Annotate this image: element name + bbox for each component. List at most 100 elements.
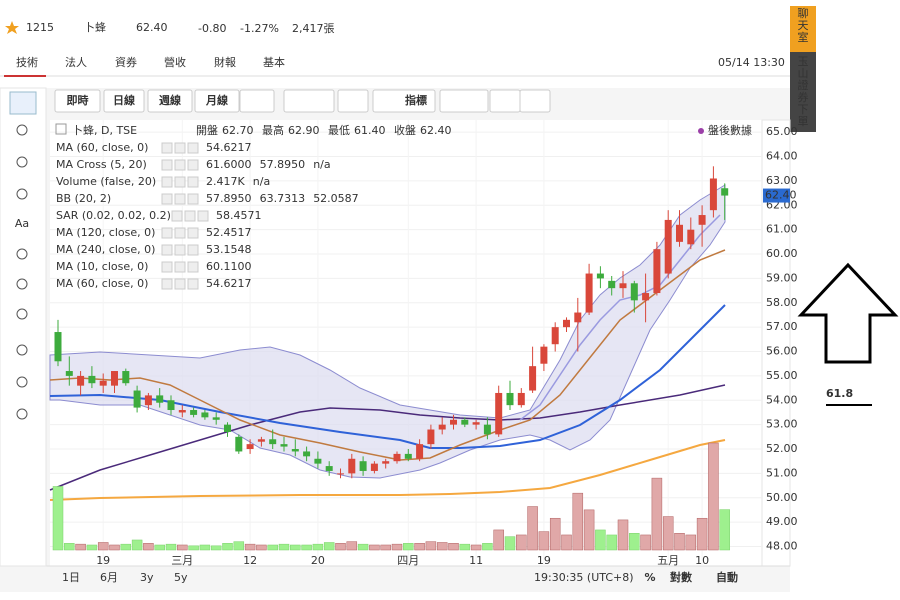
- toolbar-icon-button[interactable]: [337, 89, 369, 113]
- toolbar-icon-button[interactable]: [239, 89, 275, 113]
- toolbar-button[interactable]: [372, 89, 436, 113]
- tab[interactable]: 法人: [65, 55, 87, 69]
- candle-body: [653, 249, 661, 294]
- after-hours-label[interactable]: 盤後數據: [708, 123, 752, 137]
- order-tag[interactable]: [790, 52, 816, 132]
- indicator-control[interactable]: [187, 278, 199, 290]
- indicator-control[interactable]: [187, 159, 199, 171]
- toolbar-icon-button[interactable]: [283, 89, 335, 113]
- tool-icon[interactable]: [16, 408, 28, 420]
- indicator-control[interactable]: [174, 278, 186, 290]
- toolbar-icon-button[interactable]: [489, 89, 521, 113]
- volume-bar: [75, 543, 86, 551]
- tool-icon[interactable]: [16, 278, 28, 290]
- volume-bar: [380, 544, 391, 551]
- range-button[interactable]: 5y: [174, 571, 188, 584]
- indicator-control[interactable]: [187, 227, 199, 239]
- side-tag-char[interactable]: 山: [798, 67, 809, 80]
- chat-tag[interactable]: [790, 6, 816, 52]
- toolbar-button[interactable]: [194, 89, 240, 113]
- indicator-control[interactable]: [174, 159, 186, 171]
- indicator-control[interactable]: [187, 244, 199, 256]
- indicator-control[interactable]: [161, 159, 173, 171]
- toolbar-button[interactable]: [54, 89, 101, 113]
- y-tick-label: 61.00: [766, 223, 798, 236]
- indicator-control[interactable]: [197, 210, 209, 222]
- tab[interactable]: 資券: [115, 55, 137, 69]
- y-tick-label: 54.00: [766, 393, 798, 406]
- toolbar-label[interactable]: 即時: [67, 93, 89, 107]
- indicator-control[interactable]: [174, 193, 186, 205]
- price: 62.40: [136, 21, 168, 34]
- indicator-control[interactable]: [187, 261, 199, 273]
- indicator-control[interactable]: [161, 176, 173, 188]
- tab[interactable]: 營收: [164, 55, 186, 69]
- toolbar-label[interactable]: 日線: [113, 93, 135, 107]
- indicator-control[interactable]: [174, 142, 186, 154]
- tool-icon[interactable]: [16, 248, 28, 260]
- crosshair-tool[interactable]: [9, 91, 37, 115]
- tab[interactable]: 技術: [16, 56, 38, 69]
- ohlc-value: 62.70: [222, 124, 254, 137]
- toolbar-label[interactable]: 月線: [205, 93, 228, 107]
- candle-body: [246, 444, 254, 450]
- tool-icon[interactable]: [16, 124, 28, 136]
- toolbar-label[interactable]: 週線: [159, 93, 181, 107]
- candle-body: [687, 229, 695, 245]
- indicator-control[interactable]: [187, 193, 199, 205]
- indicator-control[interactable]: [184, 210, 196, 222]
- tool-icon[interactable]: [16, 376, 28, 388]
- indicator-control[interactable]: [161, 278, 173, 290]
- volume-bar: [470, 544, 482, 551]
- toolbar-label[interactable]: 指標: [405, 93, 427, 107]
- indicator-control[interactable]: [161, 193, 173, 205]
- text-tool[interactable]: Aa: [15, 217, 29, 230]
- candle-body: [337, 473, 344, 475]
- indicator-control[interactable]: [174, 261, 186, 273]
- scale-option[interactable]: %: [644, 571, 655, 584]
- tool-icon[interactable]: [16, 308, 28, 320]
- side-tag-char[interactable]: 單: [798, 115, 809, 128]
- tool-icon[interactable]: [16, 188, 28, 200]
- tab[interactable]: 財報: [214, 55, 236, 69]
- indicator-control[interactable]: [171, 210, 183, 222]
- indicator-control[interactable]: [161, 142, 173, 154]
- tool-icon[interactable]: [16, 156, 28, 168]
- ohlc-label: 最高: [262, 123, 284, 137]
- x-tick-label: 12: [243, 554, 257, 567]
- indicator-control[interactable]: [161, 244, 173, 256]
- volume-bar: [346, 541, 358, 551]
- tool-icon[interactable]: [16, 344, 28, 356]
- favorite-star[interactable]: [5, 21, 19, 34]
- indicator-control[interactable]: [187, 176, 199, 188]
- indicator-control[interactable]: [187, 142, 199, 154]
- toolbar-button[interactable]: [147, 89, 193, 113]
- side-tag-char[interactable]: 券: [798, 90, 809, 104]
- side-tag-char[interactable]: 室: [798, 30, 809, 44]
- volume-bar: [708, 442, 719, 551]
- x-tick-label: 20: [311, 554, 325, 567]
- indicator-control[interactable]: [161, 261, 173, 273]
- volume-bar: [301, 544, 312, 551]
- volume-bar: [391, 543, 403, 551]
- indicator-value: n/a: [253, 175, 270, 188]
- range-button[interactable]: 1日: [62, 571, 80, 584]
- toolbar-icon-button[interactable]: [519, 89, 551, 113]
- side-tag-char[interactable]: 下: [798, 103, 809, 116]
- indicator-control[interactable]: [174, 227, 186, 239]
- range-button[interactable]: 3y: [140, 571, 154, 584]
- indicator-control[interactable]: [174, 176, 186, 188]
- toolbar-button[interactable]: [103, 89, 145, 113]
- tab[interactable]: 基本: [263, 55, 285, 69]
- side-tag-char[interactable]: 聊: [798, 6, 809, 20]
- indicator-control[interactable]: [161, 227, 173, 239]
- volume-bar: [278, 543, 290, 551]
- range-button[interactable]: 6月: [100, 571, 118, 584]
- scale-option[interactable]: 自動: [716, 570, 738, 584]
- side-tag-char[interactable]: 玉: [798, 55, 809, 68]
- side-tag-char[interactable]: 天: [798, 19, 809, 32]
- scale-option[interactable]: 對數: [670, 570, 692, 584]
- toolbar-icon-button[interactable]: [439, 89, 489, 113]
- side-tag-char[interactable]: 證: [798, 78, 809, 92]
- indicator-control[interactable]: [174, 244, 186, 256]
